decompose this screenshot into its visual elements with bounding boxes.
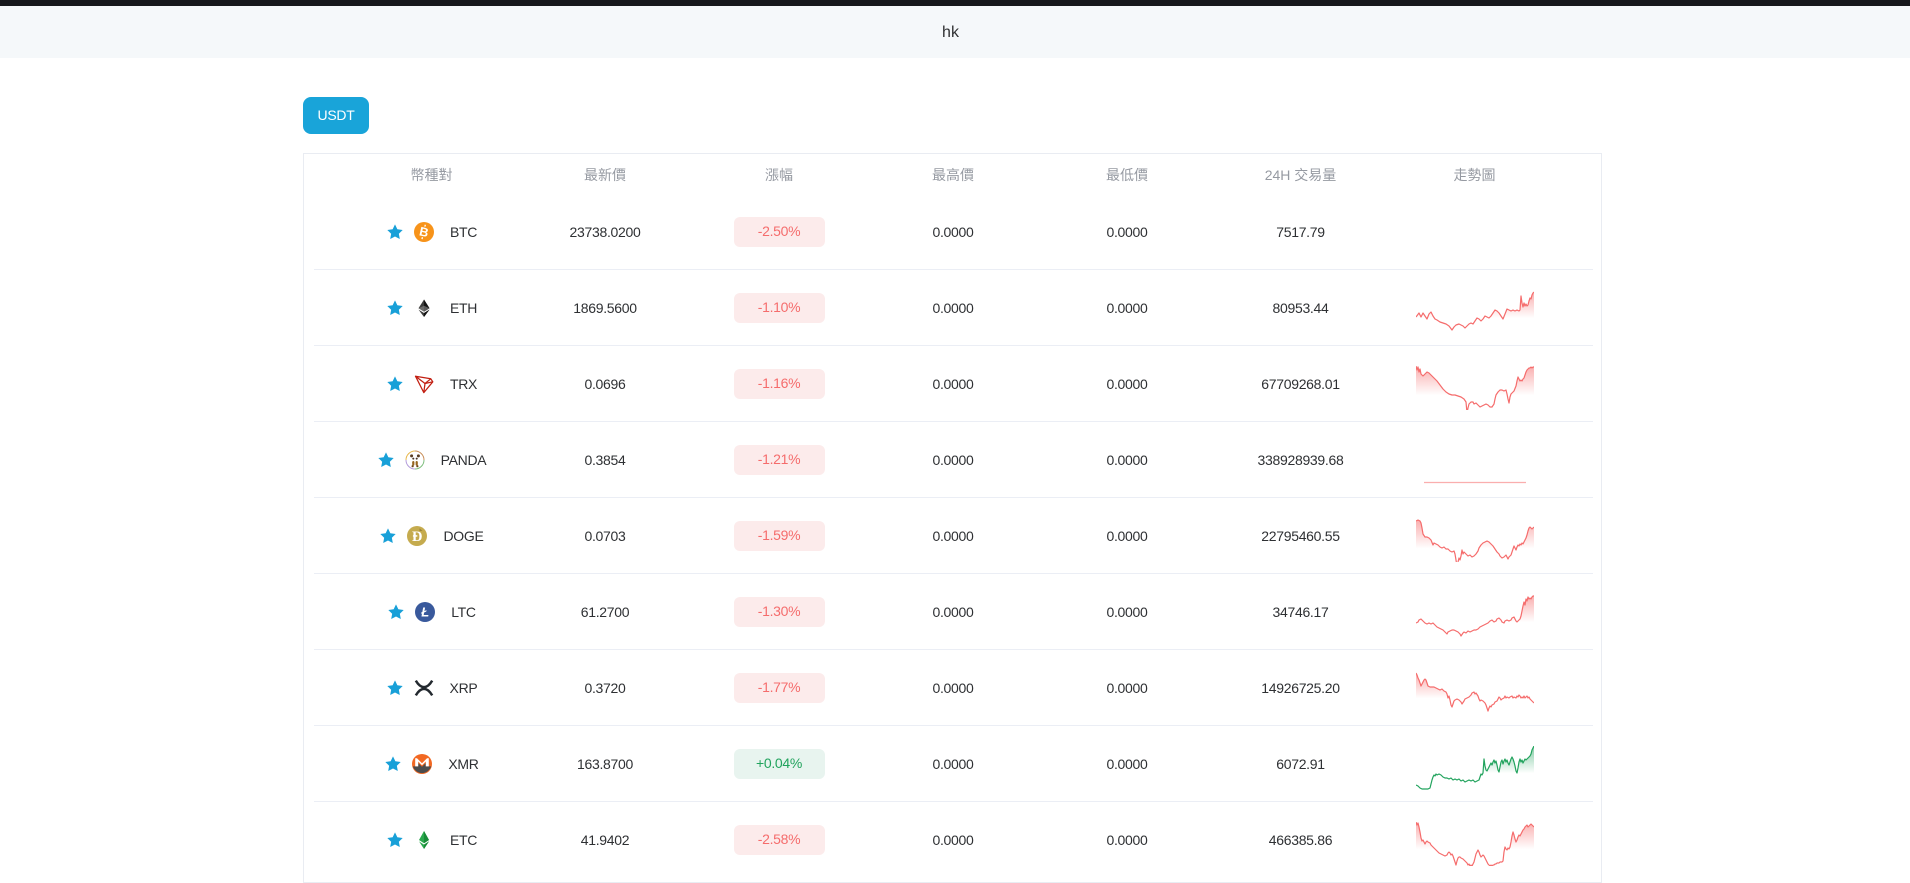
svg-text:D: D bbox=[412, 529, 422, 545]
svg-text:Ł: Ł bbox=[420, 605, 429, 620]
svg-text:B: B bbox=[418, 224, 430, 240]
